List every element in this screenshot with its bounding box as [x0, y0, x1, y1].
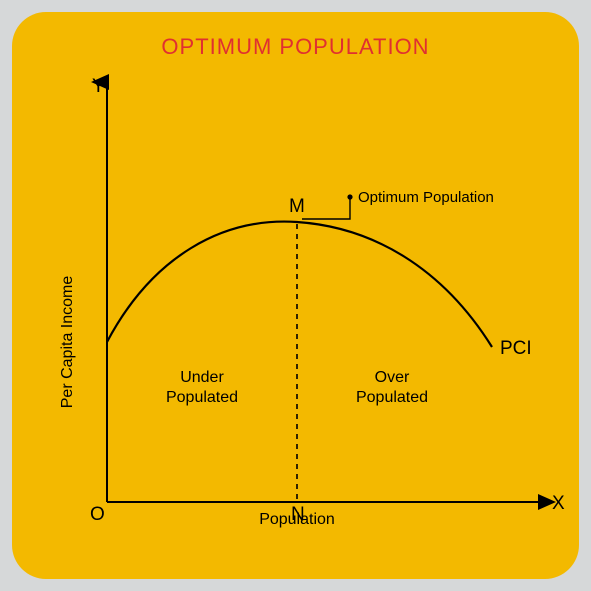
- y-axis-title: Per Capita Income: [59, 276, 76, 409]
- region-over-2: Populated: [356, 389, 428, 406]
- peak-label: M: [289, 196, 305, 217]
- pci-curve: [107, 222, 492, 347]
- chart-card: OPTIMUM POPULATION O X Y M N PCI Optimum…: [12, 12, 579, 579]
- curve-label: PCI: [500, 338, 532, 359]
- y-end-label: Y: [92, 76, 105, 97]
- x-end-label: X: [552, 493, 565, 514]
- region-over-1: Over: [375, 369, 410, 386]
- annotation-text: Optimum Population: [358, 189, 494, 206]
- annotation-leader: [302, 197, 350, 219]
- origin-label: O: [90, 504, 105, 525]
- x-axis-title: Population: [259, 511, 335, 528]
- region-under-2: Populated: [166, 389, 238, 406]
- region-under-1: Under: [180, 369, 224, 386]
- chart-svg: O X Y M N PCI Optimum Population Populat…: [12, 12, 579, 579]
